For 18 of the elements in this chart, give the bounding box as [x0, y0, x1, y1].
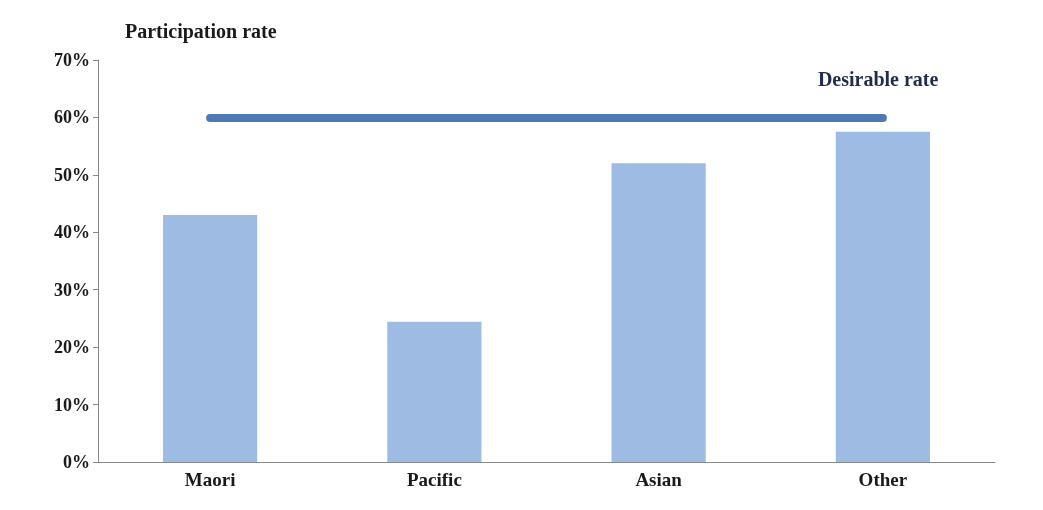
x-tick-label: Pacific [406, 469, 462, 490]
x-tick-label: Maori [184, 469, 236, 490]
y-tick-label: 20% [54, 337, 90, 358]
x-tick-label: Other [858, 469, 908, 490]
y-tick-label: 40% [54, 222, 90, 243]
y-tick-label: 60% [54, 107, 90, 128]
bar [163, 215, 258, 462]
x-tick-label: Asian [635, 469, 683, 490]
y-tick-label: 10% [54, 394, 90, 415]
y-tick-label: 70% [54, 50, 90, 70]
bar [611, 163, 706, 462]
y-tick-label: 30% [54, 279, 90, 300]
y-tick-label: 50% [54, 164, 90, 185]
chart-title: Participation rate [125, 20, 277, 43]
bar [387, 321, 482, 462]
ref-line-label: Desirable rate [817, 68, 939, 91]
y-tick-label: 0% [63, 452, 90, 472]
bar [835, 131, 930, 462]
